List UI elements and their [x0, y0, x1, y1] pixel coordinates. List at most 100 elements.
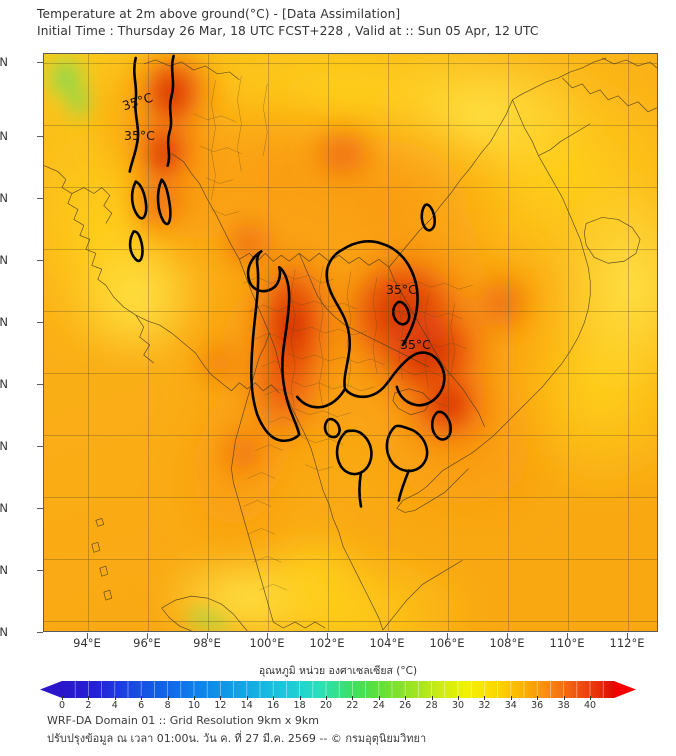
colorbar-tick-label: 0 — [58, 700, 66, 711]
x-axis-tick-label: 94°E — [73, 636, 101, 650]
colorbar-tick-mark — [194, 696, 195, 700]
x-axis-tick-mark — [267, 633, 268, 639]
y-axis-tick-label: 8°N — [0, 501, 8, 515]
x-axis-tick-label: 106°E — [429, 636, 465, 650]
gridline-vertical — [508, 54, 509, 631]
colorbar-tick-label: 40 — [583, 700, 597, 711]
colorbar-over-arrow — [614, 681, 636, 698]
x-axis-tick-mark — [87, 633, 88, 639]
colorbar-tick-label: 18 — [293, 700, 306, 711]
gridline-horizontal — [44, 373, 657, 374]
gridline-horizontal — [44, 621, 657, 622]
y-axis-tick-mark — [37, 136, 43, 137]
x-axis-tick-label: 98°E — [193, 636, 221, 650]
contour-35c — [128, 54, 452, 508]
x-axis-tick-label: 112°E — [609, 636, 645, 650]
colorbar-tick-label: 16 — [267, 700, 280, 711]
colorbar-tick-mark — [114, 696, 116, 700]
colorbar-tick-mark — [510, 696, 512, 700]
y-axis-tick-label: 10°N — [0, 439, 8, 453]
colorbar-tick-label: 14 — [240, 700, 253, 711]
map-plot-area: 35°C 35°C 35°C 35°C — [43, 53, 658, 632]
gridline-horizontal — [44, 311, 657, 312]
colorbar-tick-label: 28 — [425, 700, 438, 711]
colorbar-tick-mark — [352, 696, 354, 700]
x-axis-tick-label: 108°E — [489, 636, 525, 650]
colorbar-tick-mark — [141, 696, 143, 700]
x-axis-tick-mark — [627, 633, 628, 639]
colorbar-tick-mark — [273, 696, 275, 700]
y-axis-tick-label: 22°N — [0, 55, 8, 69]
x-axis-tick-label: 104°E — [369, 636, 405, 650]
y-axis-tick-mark — [37, 322, 43, 323]
colorbar-tick-mark — [299, 696, 301, 700]
colorbar-under-arrow — [40, 681, 62, 698]
y-axis-tick-mark — [37, 446, 43, 447]
temperature-heatmap — [44, 54, 657, 631]
y-axis-tick-label: 4°N — [0, 625, 8, 639]
gridline-horizontal — [44, 249, 657, 250]
colorbar-tick-label: 32 — [478, 700, 491, 711]
x-axis-tick-label: 102°E — [309, 636, 345, 650]
colorbar-tick-mark — [431, 696, 433, 700]
colorbar-tick-mark — [563, 696, 565, 700]
y-axis-tick-mark — [37, 508, 43, 509]
gridline-vertical — [448, 54, 449, 631]
y-axis-tick-label: 12°N — [0, 377, 8, 391]
colorbar-tick-label: 4 — [111, 700, 118, 711]
colorbar-tick-label: 20 — [319, 700, 333, 711]
colorbar-tick-mark — [405, 696, 407, 700]
gridline-horizontal — [44, 497, 657, 498]
y-axis-tick-label: 14°N — [0, 315, 8, 329]
colorbar-tick-label: 6 — [138, 700, 145, 711]
gridline-vertical — [208, 54, 209, 631]
x-axis-tick-mark — [447, 633, 448, 639]
map-borders — [44, 57, 657, 631]
y-axis-tick-label: 6°N — [0, 563, 8, 577]
colorbar-tick-mark — [590, 696, 591, 700]
gridline-vertical — [88, 54, 89, 631]
colorbar-tick-label: 22 — [346, 700, 359, 711]
colorbar-tick-mark — [326, 696, 327, 700]
colorbar-tick-label: 34 — [504, 700, 517, 711]
y-axis-tick-label: 18°N — [0, 191, 8, 205]
colorbar-tick-label: 36 — [531, 700, 544, 711]
colorbar-title: อุณหภูมิ หน่วย องศาเซลเซียส (°C) — [258, 665, 418, 677]
colorbar-tick-mark — [220, 696, 222, 700]
gridline-vertical — [388, 54, 389, 631]
gridline-horizontal — [44, 435, 657, 436]
footer-block: WRF-DA Domain 01 :: Grid Resolution 9km … — [47, 712, 667, 748]
colorbar-tick-label: 10 — [187, 700, 201, 711]
x-axis-tick-label: 110°E — [549, 636, 585, 650]
y-axis-tick-mark — [37, 62, 43, 63]
y-axis-tick-mark — [37, 198, 43, 199]
x-axis-tick-mark — [207, 633, 208, 639]
x-axis-tick-mark — [327, 633, 328, 639]
gridline-horizontal — [44, 63, 657, 64]
gridline-vertical — [148, 54, 149, 631]
x-axis-tick-mark — [567, 633, 568, 639]
colorbar-tick-label: 26 — [399, 700, 412, 711]
y-axis-tick-mark — [37, 384, 43, 385]
colorbar-tick-mark — [88, 696, 90, 700]
colorbar-tick-mark — [378, 696, 380, 700]
colorbar: อุณหภูมิ หน่วย องศาเซลเซียส (°C) — [0, 662, 676, 712]
colorbar-tick-label: 38 — [557, 700, 570, 711]
colorbar-tick-mark — [458, 696, 459, 700]
colorbar-tick-label: 12 — [214, 700, 227, 711]
gridline-vertical — [568, 54, 569, 631]
x-axis-tick-label: 96°E — [133, 636, 161, 650]
colorbar-gradient — [40, 681, 636, 698]
gridline-horizontal — [44, 125, 657, 126]
chart-title-block: Temperature at 2m above ground(°C) - [Da… — [37, 6, 657, 40]
gridline-vertical — [268, 54, 269, 631]
x-axis-tick-mark — [387, 633, 388, 639]
colorbar-tick-mark — [62, 696, 63, 700]
y-axis-tick-mark — [37, 260, 43, 261]
y-axis-tick-mark — [37, 570, 43, 571]
colorbar-tick-mark — [537, 696, 539, 700]
chart-title-line-1: Temperature at 2m above ground(°C) - [Da… — [37, 7, 401, 21]
colorbar-tick-mark — [246, 696, 248, 700]
colorbar-tick-mark — [167, 696, 169, 700]
colorbar-tick-label: 24 — [372, 700, 385, 711]
